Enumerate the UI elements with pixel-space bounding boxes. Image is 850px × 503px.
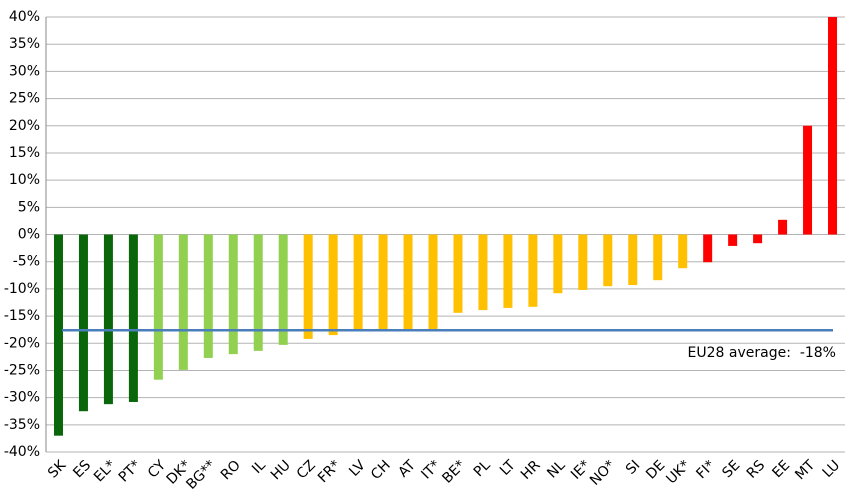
bar: [203, 234, 213, 358]
bar: [553, 234, 563, 294]
bar: [628, 234, 638, 286]
x-tick-label: UK*: [663, 457, 693, 487]
x-tick-label: HU: [268, 457, 294, 483]
x-tick-label: IT*: [418, 457, 443, 482]
x-tick-label: RS: [744, 457, 769, 482]
x-tick-label: SK: [45, 457, 70, 482]
bar: [428, 234, 438, 330]
x-tick-label: NL: [544, 457, 568, 481]
y-tick-label: 30%: [9, 63, 40, 79]
bar: [778, 219, 788, 235]
bar: [603, 234, 613, 287]
x-tick-label: HR: [518, 457, 544, 483]
y-tick-label: -5%: [13, 254, 40, 270]
y-tick-label: 40%: [9, 9, 40, 25]
bar: [728, 234, 738, 246]
x-tick-label: DE: [643, 457, 668, 482]
bar: [753, 234, 763, 244]
x-tick-label: LU: [820, 457, 844, 481]
bar: [303, 234, 313, 339]
bar: [328, 234, 338, 336]
y-tick-label: 0%: [18, 227, 40, 243]
bar: [653, 234, 663, 281]
bar: [803, 125, 813, 235]
x-tick-label: EE: [769, 457, 793, 481]
bar: [153, 234, 163, 380]
x-tick-label: SE: [719, 457, 743, 481]
y-tick-label: -25%: [4, 362, 40, 378]
x-tick-label: FI*: [693, 457, 718, 482]
average-label: EU28 average: -18%: [688, 345, 836, 361]
x-tick-label: IL: [249, 457, 269, 477]
bar: [378, 234, 388, 330]
x-tick-label: SI: [623, 457, 644, 478]
bar: [453, 234, 463, 313]
bar: [578, 234, 588, 290]
x-tick-label: RO: [218, 457, 244, 483]
bar: [278, 234, 288, 345]
y-tick-label: 15%: [9, 145, 40, 161]
bar: [678, 234, 688, 269]
x-tick-label: BE*: [439, 457, 468, 486]
y-tick-label: -35%: [4, 417, 40, 433]
x-tick-label: NO*: [587, 457, 618, 488]
y-tick-label: 10%: [9, 172, 40, 188]
bar: [178, 234, 188, 370]
y-tick-label: -30%: [4, 390, 40, 406]
bar: [78, 234, 88, 412]
y-tick-label: 35%: [9, 36, 40, 52]
x-tick-label: CH: [368, 457, 394, 483]
y-tick-label: 20%: [9, 118, 40, 134]
bar: [528, 234, 538, 307]
x-tick-label: LT: [497, 457, 519, 479]
bar: [503, 234, 513, 308]
bar: [103, 234, 113, 405]
x-tick-label: FR*: [315, 457, 344, 486]
y-tick-label: 25%: [9, 91, 40, 107]
y-tick-label: -15%: [4, 308, 40, 324]
bar: [128, 234, 138, 402]
x-tick-label: PL: [471, 457, 494, 480]
y-tick-label: -40%: [4, 444, 40, 460]
x-tick-label: MT: [792, 457, 818, 483]
y-tick-label: -20%: [4, 335, 40, 351]
bar: [828, 17, 838, 235]
bar: [53, 234, 63, 436]
x-tick-label: LV: [346, 457, 369, 480]
y-tick-label: -10%: [4, 281, 40, 297]
bar: [353, 234, 363, 331]
y-tick-label: 5%: [18, 199, 40, 215]
x-tick-label: AT: [395, 457, 419, 481]
bar: [403, 234, 413, 330]
bar: [703, 234, 713, 263]
x-tick-label: PT*: [116, 457, 144, 485]
bar: [228, 234, 238, 355]
x-tick-label: CZ: [294, 457, 319, 482]
bar: [253, 234, 263, 351]
x-tick-label: ES: [70, 457, 94, 481]
x-tick-label: EL*: [91, 457, 119, 485]
bar: [478, 234, 488, 311]
x-tick-label: BG**: [183, 457, 219, 493]
